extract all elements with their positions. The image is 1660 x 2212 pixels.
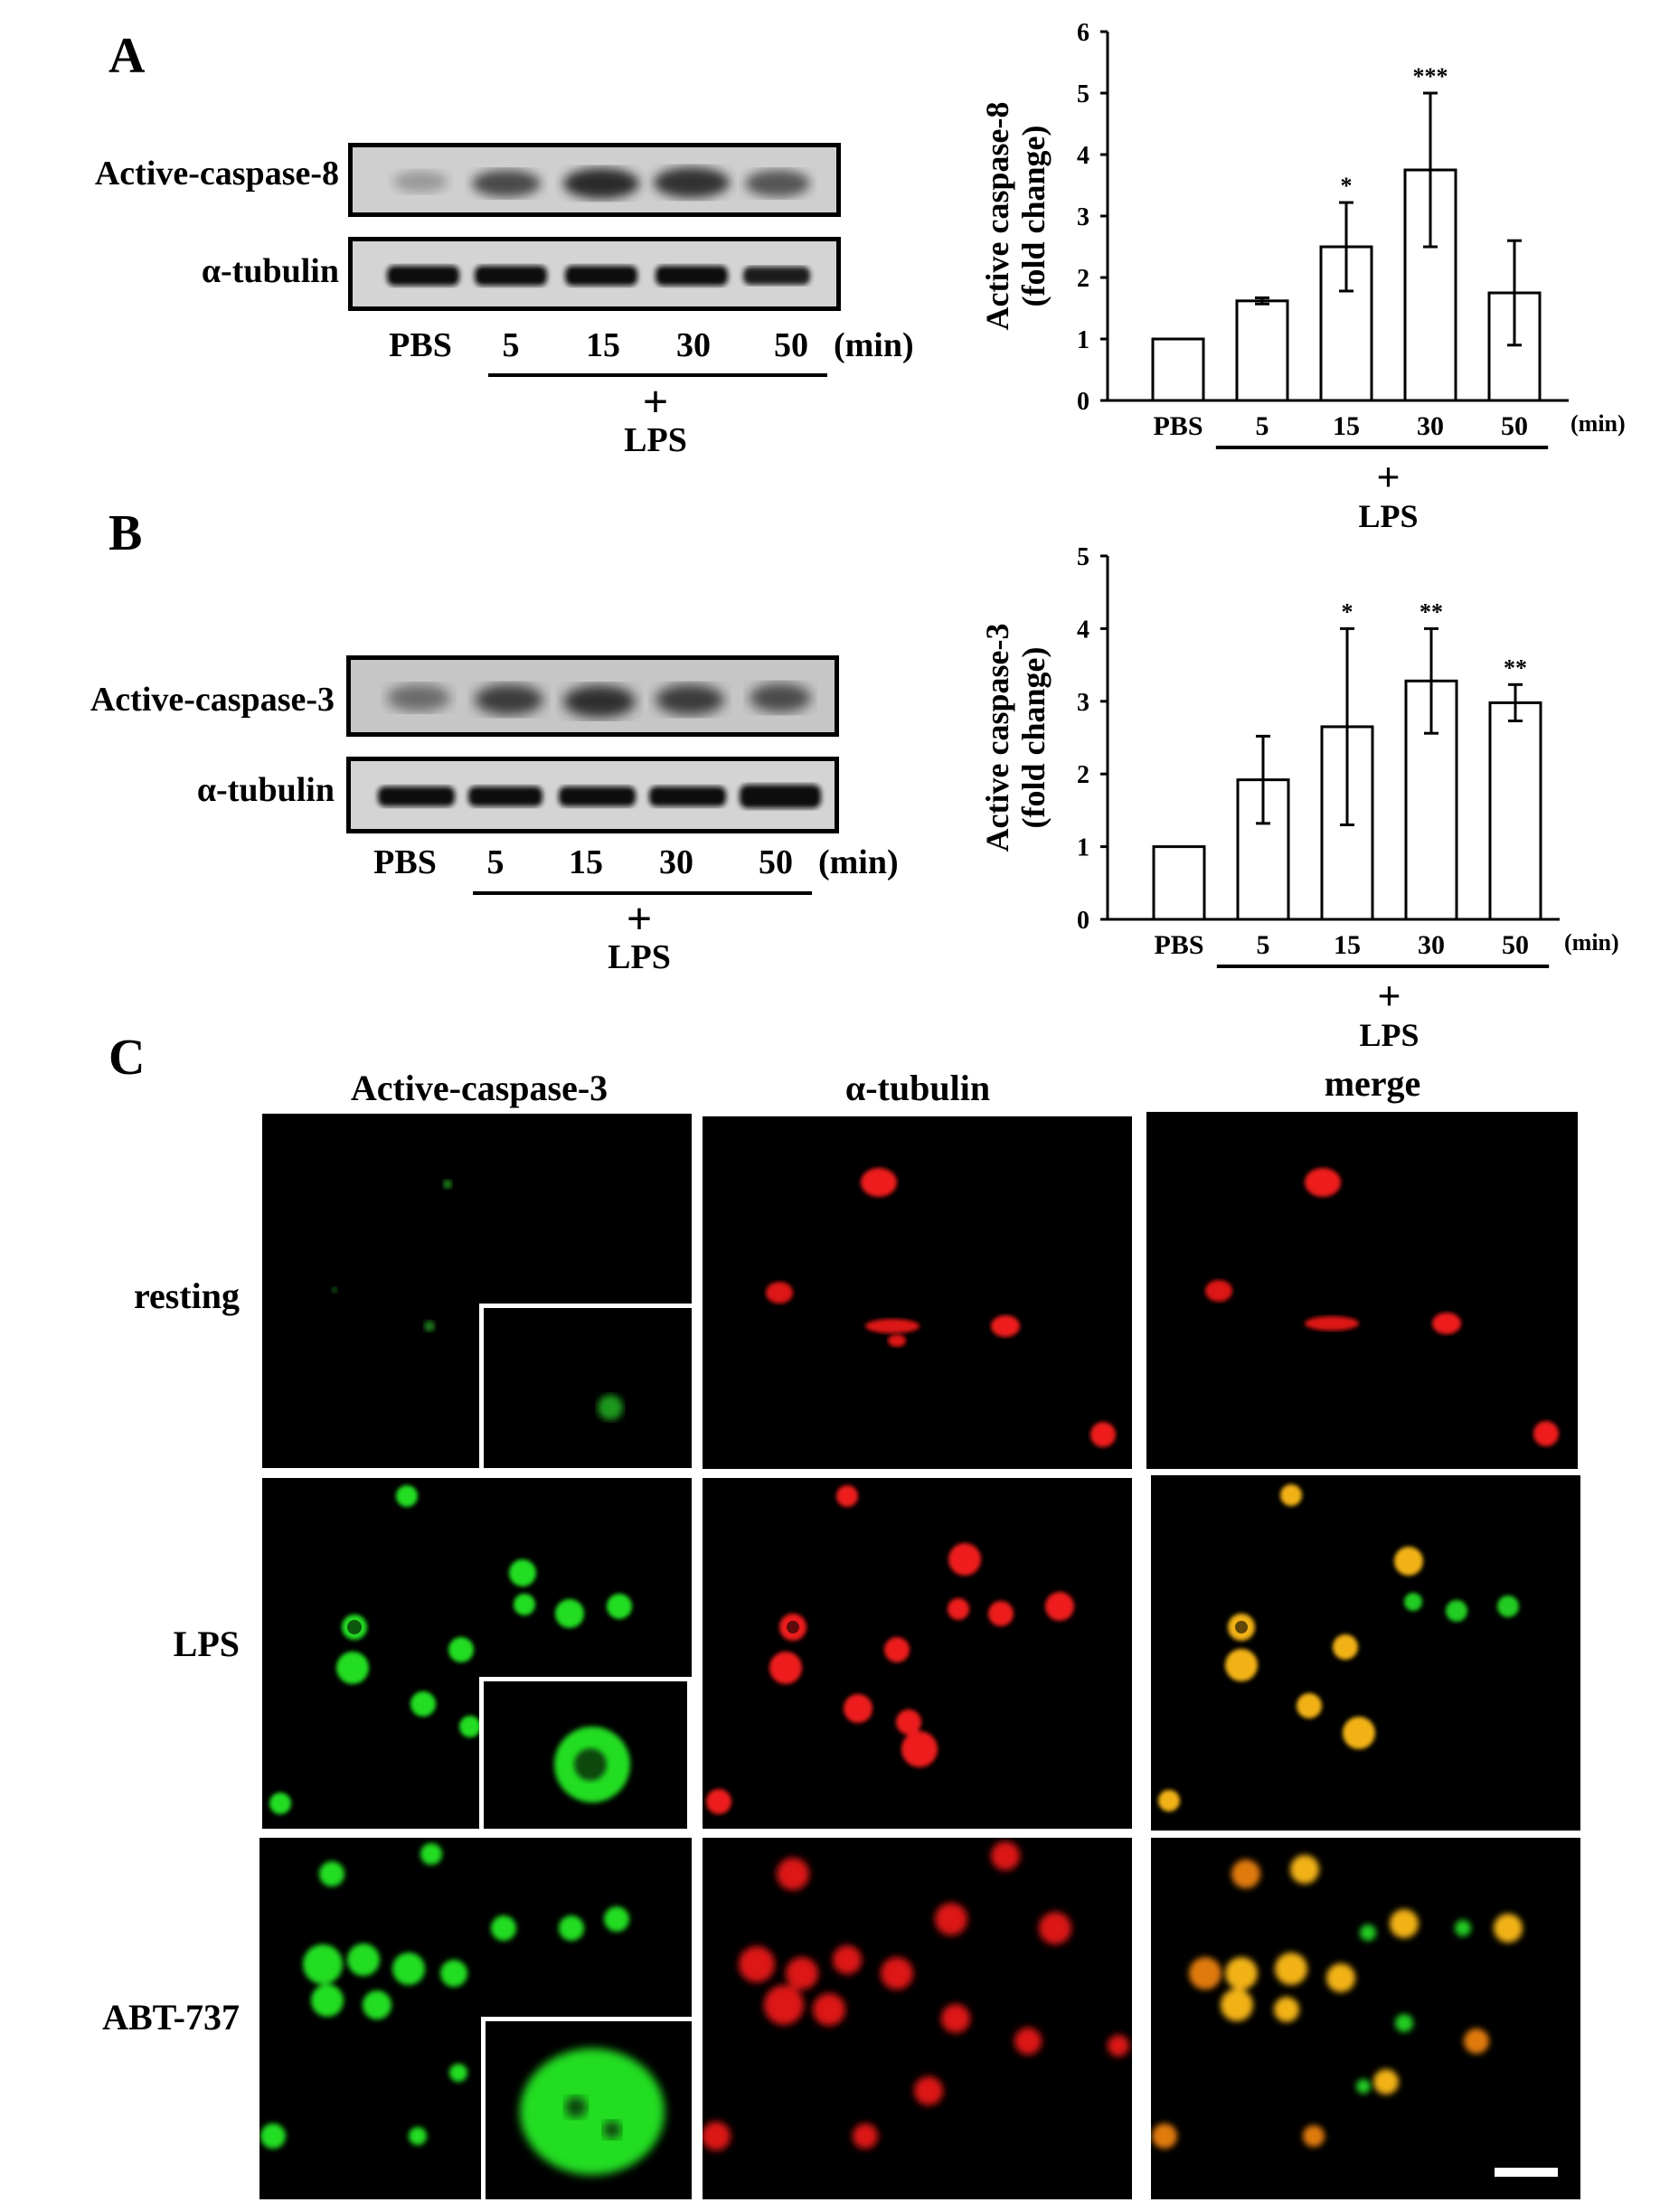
bar-chart-caspase3: 0 1 2 3 4 5 Active caspase-3 (fold change) PBS 5 *…	[979, 543, 1619, 1053]
x-tick-label: PBS	[1153, 411, 1203, 441]
row-title-lps: LPS	[173, 1624, 240, 1664]
y-tick-label: 0	[1077, 388, 1089, 416]
lane-label-pbs-b: PBS	[373, 843, 437, 881]
row-title-abt737: ABT-737	[102, 1997, 240, 2038]
x-tick-label: 50	[1502, 930, 1529, 960]
inset-resting	[479, 1304, 692, 1468]
lps-label-b: LPS	[608, 938, 671, 976]
unit-label: (min)	[1564, 929, 1619, 955]
lps-bracket-b	[473, 891, 812, 895]
micrograph-resting-tubulin	[703, 1116, 1132, 1469]
lps-plus-a: +	[642, 376, 669, 427]
western-blot-tubulin-a	[348, 237, 841, 311]
scale-bar	[1495, 2168, 1558, 2177]
blot-label-tubulin-b: α-tubulin	[196, 771, 335, 809]
lane-label-50-a: 50	[774, 326, 808, 364]
bar	[1403, 168, 1457, 402]
lps-label: LPS	[1359, 1017, 1419, 1053]
y-tick-label: 5	[1077, 543, 1089, 571]
y-tick-label: 2	[1077, 265, 1089, 293]
x-tick-label: 30	[1418, 930, 1445, 960]
y-axis-label: Active caspase-8	[979, 102, 1015, 331]
significance-mark: **	[1419, 598, 1443, 625]
bar	[1235, 299, 1289, 402]
lps-label-a: LPS	[624, 421, 687, 459]
column-title-merge: merge	[1324, 1063, 1421, 1104]
unit-label-b: (min)	[818, 843, 899, 881]
blot-bands-tubulin-a	[387, 266, 810, 286]
significance-mark: *	[1341, 173, 1353, 199]
x-tick-label: 15	[1334, 930, 1361, 960]
x-tick-label: 15	[1333, 411, 1360, 441]
western-blot-caspase3	[346, 655, 839, 737]
column-title-tubulin: α-tubulin	[844, 1068, 991, 1108]
micrograph-abt737-tubulin	[703, 1838, 1132, 2199]
blot-label-caspase8: Active-caspase-8	[94, 155, 339, 193]
micrograph-lps-caspase3	[262, 1478, 692, 1829]
y-tick-label: 2	[1077, 761, 1089, 789]
panel-letter-a: A	[108, 28, 146, 84]
row-title-resting: resting	[133, 1275, 240, 1316]
western-blot-tubulin-b	[346, 757, 839, 833]
x-tick-label: 50	[1501, 411, 1528, 441]
y-tick-label: 6	[1077, 19, 1089, 47]
lane-label-15-a: 15	[586, 326, 620, 364]
micrograph-resting-merge	[1146, 1112, 1578, 1469]
lps-label: LPS	[1358, 498, 1418, 533]
y-tick-label: 3	[1077, 203, 1089, 231]
y-tick-label: 4	[1077, 142, 1089, 170]
y-tick-label: 3	[1077, 689, 1089, 717]
y-axis-label: Active caspase-3	[979, 624, 1015, 852]
lane-label-30-b: 30	[659, 843, 693, 881]
bar-chart-caspase8: 0 1 2 3 4 5 6 Active caspase-8 (fold change) PBS 5…	[979, 19, 1626, 533]
y-tick-label: 5	[1077, 80, 1089, 108]
significance-mark: ***	[1413, 63, 1448, 89]
micrograph-resting-caspase3	[262, 1114, 692, 1468]
western-blot-caspase8	[348, 143, 841, 217]
micrograph-lps-merge	[1151, 1475, 1580, 1831]
column-title-caspase3: Active-caspase-3	[350, 1068, 608, 1108]
lane-label-30-a: 30	[676, 326, 711, 364]
unit-label-a: (min)	[834, 326, 914, 364]
lps-plus: +	[1376, 454, 1400, 500]
micrograph-abt737-caspase3	[259, 1838, 692, 2199]
significance-mark: *	[1342, 598, 1353, 625]
lane-label-5-a: 5	[502, 326, 520, 364]
x-tick-label: 5	[1256, 411, 1269, 441]
significance-mark: **	[1504, 654, 1527, 681]
lane-label-50-b: 50	[759, 843, 793, 881]
blot-bands-caspase3	[387, 683, 811, 718]
micrograph-lps-tubulin	[703, 1478, 1132, 1829]
bar	[1152, 845, 1206, 921]
lane-label-15-b: 15	[569, 843, 603, 881]
x-tick-label: PBS	[1154, 930, 1203, 960]
y-tick-label: 1	[1077, 326, 1089, 354]
inset-lps	[479, 1677, 692, 1829]
bar	[1488, 701, 1542, 921]
lane-label-5-b: 5	[486, 843, 505, 881]
blot-bands-caspase8	[393, 167, 810, 199]
blot-label-caspase3: Active-caspase-3	[90, 681, 335, 719]
blot-label-tubulin-a: α-tubulin	[201, 252, 339, 290]
y-tick-label: 4	[1077, 616, 1089, 644]
blot-bands-tubulin-b	[378, 785, 821, 808]
lps-bracket-a	[488, 373, 827, 377]
bar	[1151, 337, 1205, 402]
x-tick-label: 5	[1257, 930, 1270, 960]
panel-letter-c: C	[108, 1030, 146, 1086]
unit-label: (min)	[1570, 410, 1626, 437]
y-tick-label: 1	[1077, 834, 1089, 862]
y-tick-label: 0	[1077, 907, 1089, 935]
x-tick-label: 30	[1417, 411, 1444, 441]
panel-letter-b: B	[108, 505, 143, 561]
lps-plus: +	[1377, 973, 1401, 1019]
lps-plus-b: +	[626, 893, 653, 944]
y-axis-label-unit: (fold change)	[1015, 647, 1052, 829]
lane-label-pbs-a: PBS	[389, 326, 452, 364]
micrograph-abt737-merge	[1151, 1838, 1580, 2199]
inset-abt737	[481, 2017, 692, 2199]
y-axis-label-unit: (fold change)	[1015, 126, 1052, 307]
